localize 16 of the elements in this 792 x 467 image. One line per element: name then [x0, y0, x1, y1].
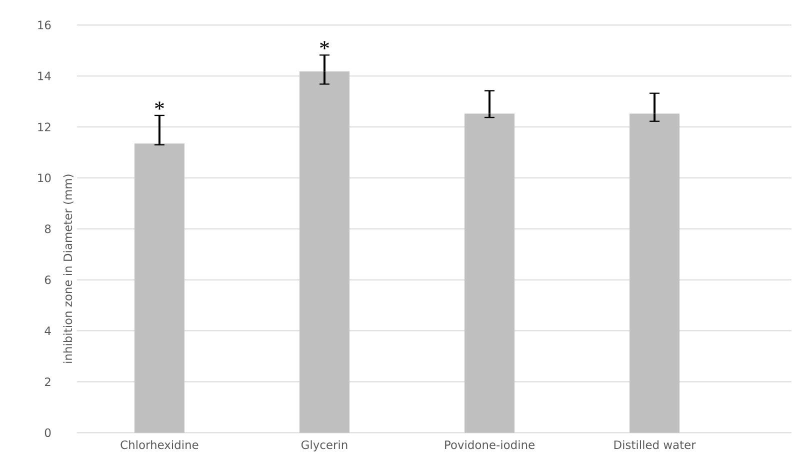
y-tick-label: 10 [38, 174, 51, 182]
y-tick-label: 14 [38, 72, 51, 80]
annotation: * [320, 41, 329, 50]
x-tick-label: Chlorhexidine [120, 440, 198, 450]
x-tick-label: Glycerin [301, 440, 348, 452]
y-tick-label: 12 [38, 122, 50, 132]
y-tick-label: 2 [45, 378, 50, 386]
y-tick-label: 8 [44, 224, 51, 234]
annotation: * [155, 102, 164, 110]
y-tick-label: 4 [44, 326, 51, 336]
y-axis-title: inhibition zone in Diameter (mm) [63, 174, 74, 364]
y-tick-label: 0 [44, 428, 51, 438]
y-tick-label: 16 [38, 20, 51, 30]
x-tick-label: Povidone-iodine [445, 440, 534, 450]
y-tick-label: 6 [44, 276, 51, 284]
x-tick-label: Distilled water [614, 440, 696, 450]
